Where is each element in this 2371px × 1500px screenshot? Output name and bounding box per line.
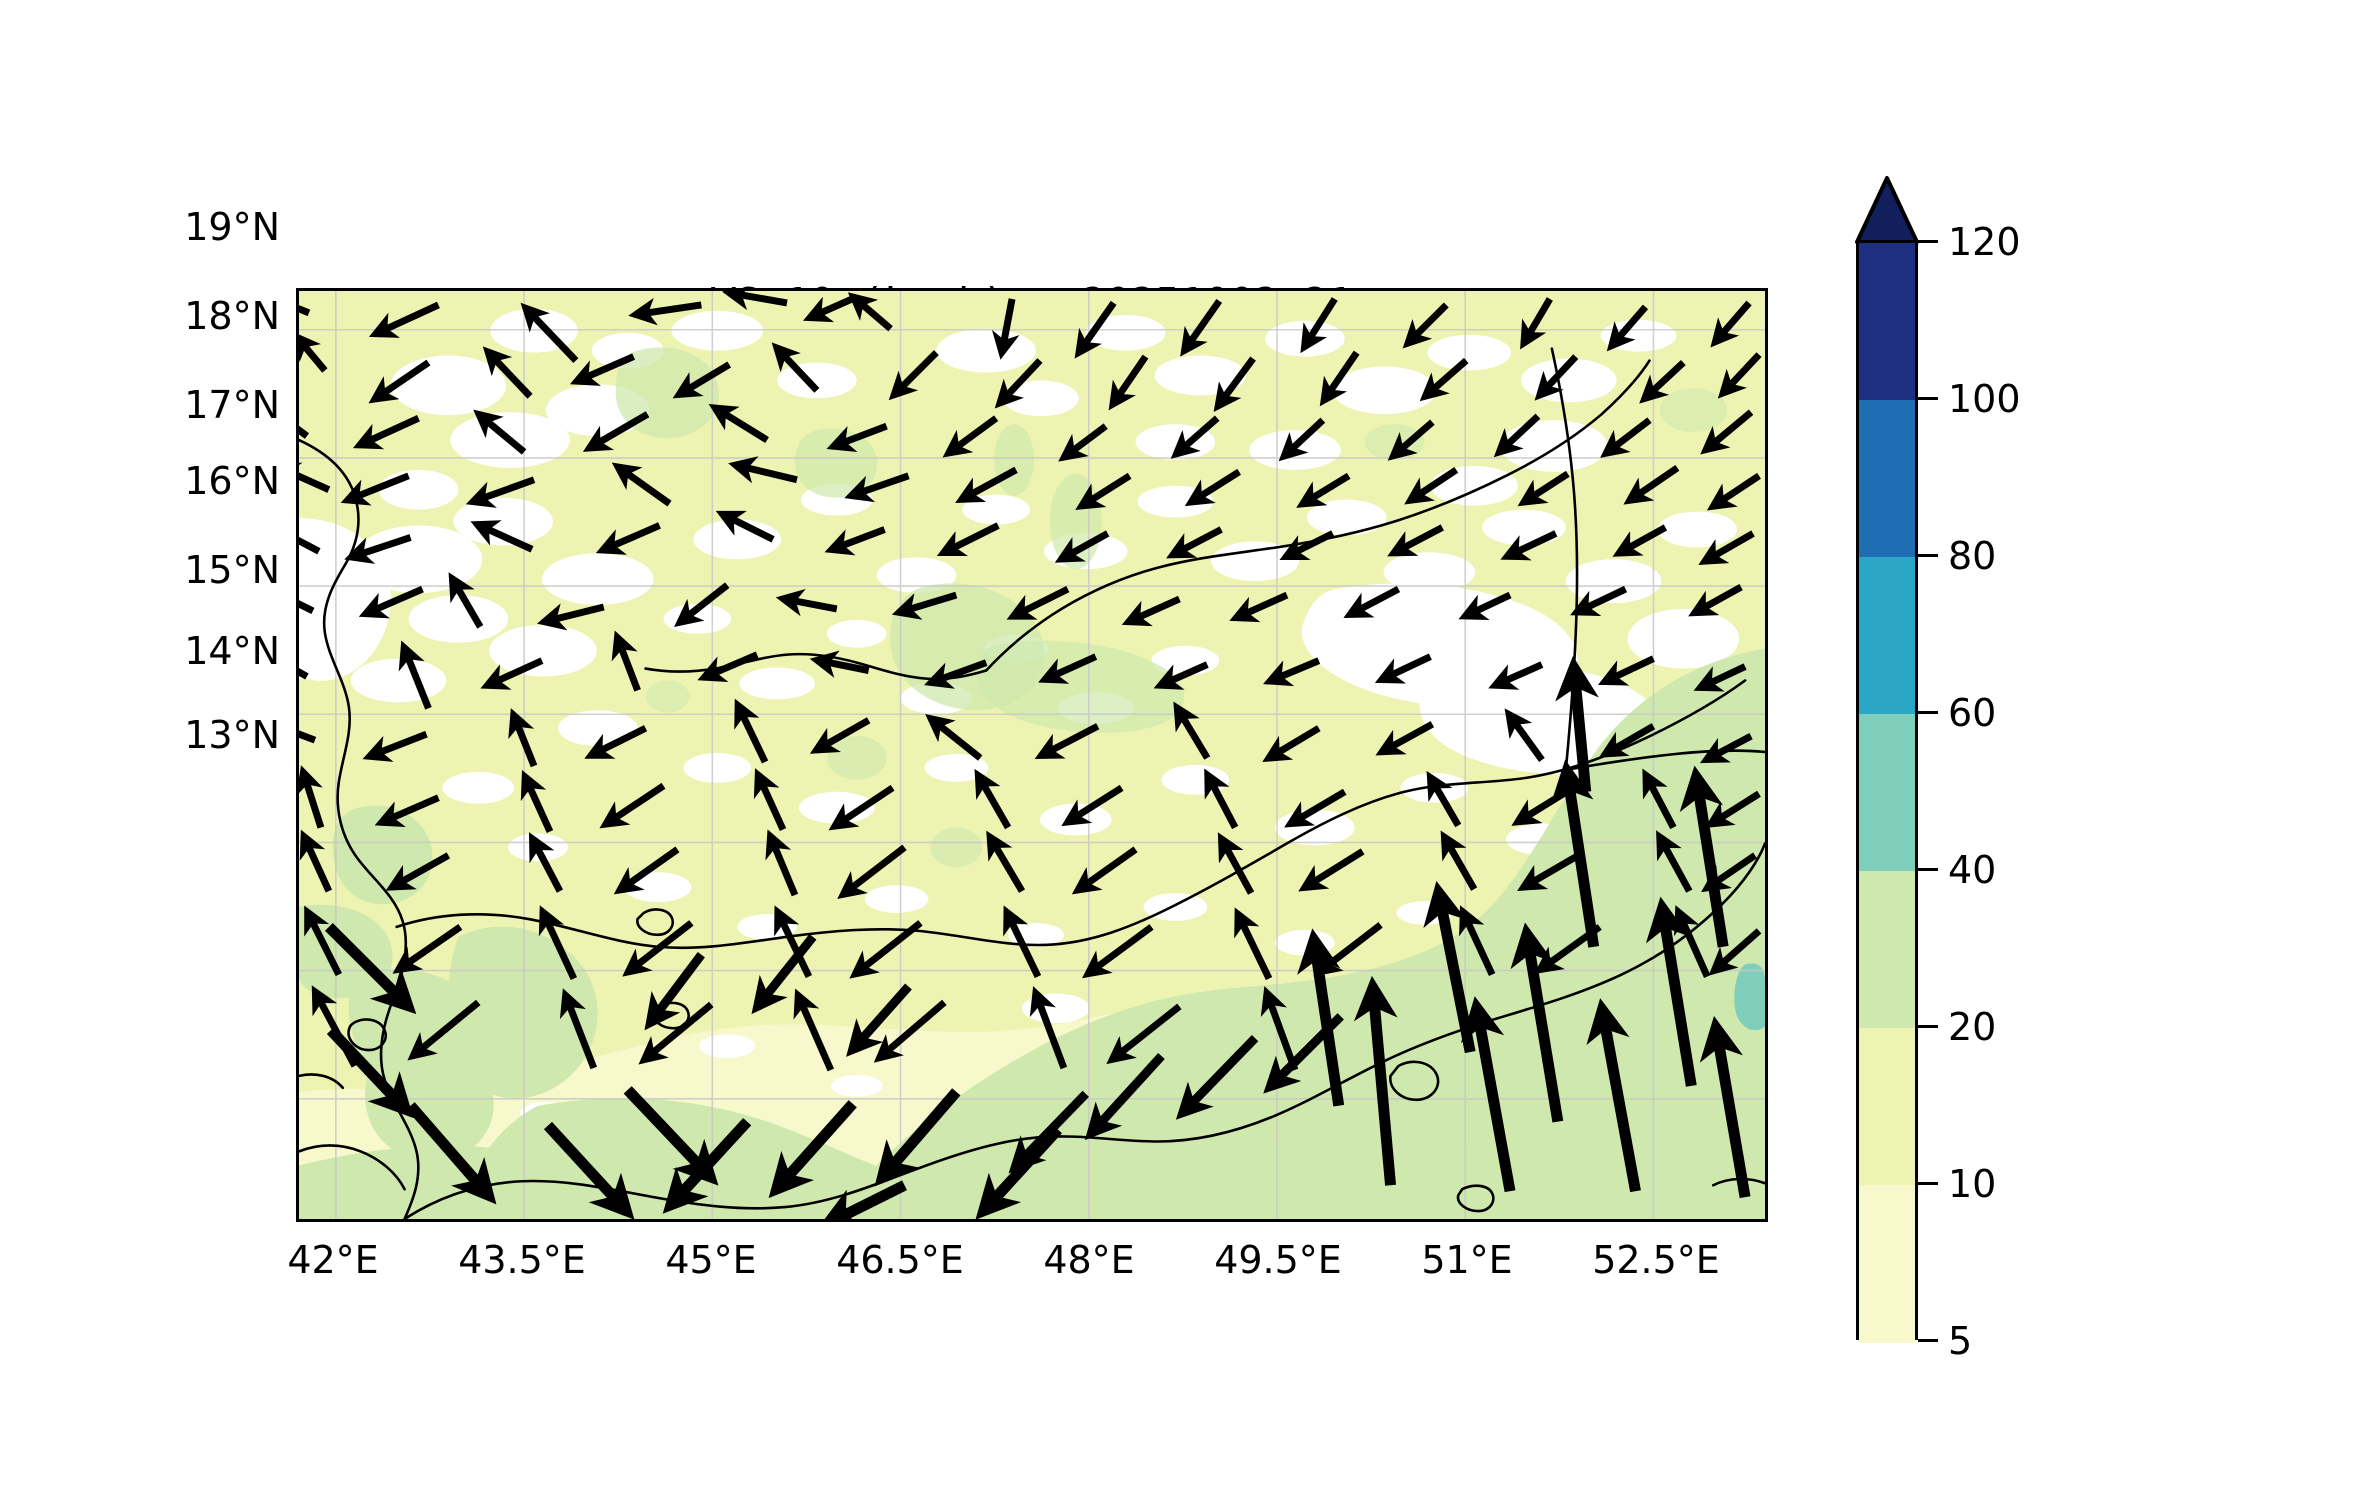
wind-vector-se-descend-group [644, 934, 1344, 1174]
colorbar-band-5-10 [1859, 1185, 1915, 1343]
map-plot-area [296, 288, 1768, 1222]
colorbar-gradient [1856, 240, 1918, 1343]
colorbar-label-60: 60 [1948, 691, 1997, 735]
wind-vector-field [299, 291, 1762, 1072]
colorbar-tick-100 [1918, 397, 1938, 400]
colorbar-band-40-60 [1859, 714, 1915, 871]
xtick-label-48E: 48°E [1043, 1238, 1135, 1282]
xtick-label-46-5E: 46.5°E [836, 1238, 964, 1282]
colorbar-tick-120 [1918, 240, 1938, 243]
colorbar-band-80-100 [1859, 400, 1915, 557]
colorbar: 120 100 80 60 40 20 10 5 [1855, 176, 2021, 1363]
xtick-label-49-5E: 49.5°E [1214, 1238, 1342, 1282]
wind-vector-sw-jet-group [325, 923, 1062, 1219]
colorbar-label-80: 80 [1948, 534, 1997, 578]
wind-speed-map [299, 291, 1765, 1219]
colorbar-extend-arrow [1855, 176, 1919, 244]
colorbar-band-60-80 [1859, 557, 1915, 714]
xtick-label-51E: 51°E [1421, 1238, 1513, 1282]
colorbar-label-5: 5 [1948, 1319, 1973, 1363]
ytick-label-15N: 15°N [184, 548, 280, 592]
colorbar-label-120: 120 [1948, 220, 2021, 264]
colorbar-tick-80 [1918, 554, 1938, 557]
colorbar-label-40: 40 [1948, 848, 1997, 892]
colorbar-band-100-120 [1859, 243, 1915, 400]
ytick-label-16N: 16°N [184, 459, 280, 503]
ytick-label-14N: 14°N [184, 629, 280, 673]
colorbar-tick-60 [1918, 711, 1938, 714]
xtick-label-42E: 42°E [287, 1238, 379, 1282]
colorbar-label-10: 10 [1948, 1162, 1997, 1206]
colorbar-tick-20 [1918, 1025, 1938, 1028]
colorbar-label-20: 20 [1948, 1005, 1997, 1049]
colorbar-tick-10 [1918, 1182, 1938, 1185]
colorbar-label-100: 100 [1948, 377, 2021, 421]
xtick-label-43-5E: 43.5°E [458, 1238, 586, 1282]
colorbar-band-10-20 [1859, 1028, 1915, 1185]
colorbar-band-20-40 [1859, 871, 1915, 1028]
colorbar-tick-40 [1918, 868, 1938, 871]
ytick-label-17N: 17°N [184, 383, 280, 427]
colorbar-tick-5 [1918, 1339, 1938, 1342]
xtick-label-45E: 45°E [665, 1238, 757, 1282]
ytick-label-18N: 18°N [184, 294, 280, 338]
xtick-label-52-5E: 52.5°E [1592, 1238, 1720, 1282]
ytick-label-19N: 19°N [184, 205, 280, 249]
ytick-label-13N: 13°N [184, 713, 280, 757]
contour-band-40-60 [1734, 963, 1765, 1031]
